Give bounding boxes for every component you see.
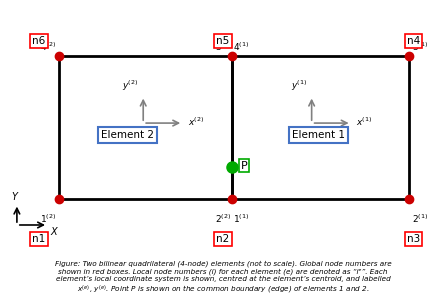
Text: n3: n3 — [407, 234, 420, 244]
Text: n4: n4 — [407, 36, 420, 46]
Text: $\mathregular{3}$$^{(1)}$: $\mathregular{3}$$^{(1)}$ — [412, 41, 428, 53]
Text: n5: n5 — [216, 36, 230, 46]
Text: n6: n6 — [33, 36, 45, 46]
Text: n1: n1 — [33, 234, 45, 244]
Bar — [232, 56, 409, 199]
Text: Figure: Two bilinear quadrilateral (4-node) elements (not to scale). Global node: Figure: Two bilinear quadrilateral (4-no… — [54, 261, 392, 296]
Text: Element 1: Element 1 — [292, 130, 345, 140]
Text: $\mathregular{1}$$^{(2)}$: $\mathregular{1}$$^{(2)}$ — [40, 213, 56, 225]
Text: $\mathregular{2}$$^{(2)}$: $\mathregular{2}$$^{(2)}$ — [215, 213, 231, 225]
Text: n2: n2 — [216, 234, 230, 244]
Text: $\mathregular{3}$$^{(2)}$: $\mathregular{3}$$^{(2)}$ — [215, 41, 231, 53]
Text: Element 2: Element 2 — [101, 130, 154, 140]
Text: $x^{(1)}$: $x^{(1)}$ — [356, 115, 372, 128]
Text: Y: Y — [12, 192, 18, 202]
Text: X: X — [50, 227, 57, 236]
Text: $y^{(2)}$: $y^{(2)}$ — [122, 78, 139, 93]
Text: P: P — [241, 161, 248, 171]
Bar — [59, 56, 232, 199]
Text: $y^{(1)}$: $y^{(1)}$ — [291, 78, 307, 93]
Text: $\mathregular{4}$$^{(1)}$: $\mathregular{4}$$^{(1)}$ — [233, 41, 249, 53]
Text: $\mathregular{1}$$^{(1)}$: $\mathregular{1}$$^{(1)}$ — [233, 213, 249, 225]
Text: $x^{(2)}$: $x^{(2)}$ — [187, 115, 204, 128]
Text: $\mathregular{2}$$^{(1)}$: $\mathregular{2}$$^{(1)}$ — [412, 213, 428, 225]
Text: $\mathregular{4}$$^{(2)}$: $\mathregular{4}$$^{(2)}$ — [40, 41, 56, 53]
